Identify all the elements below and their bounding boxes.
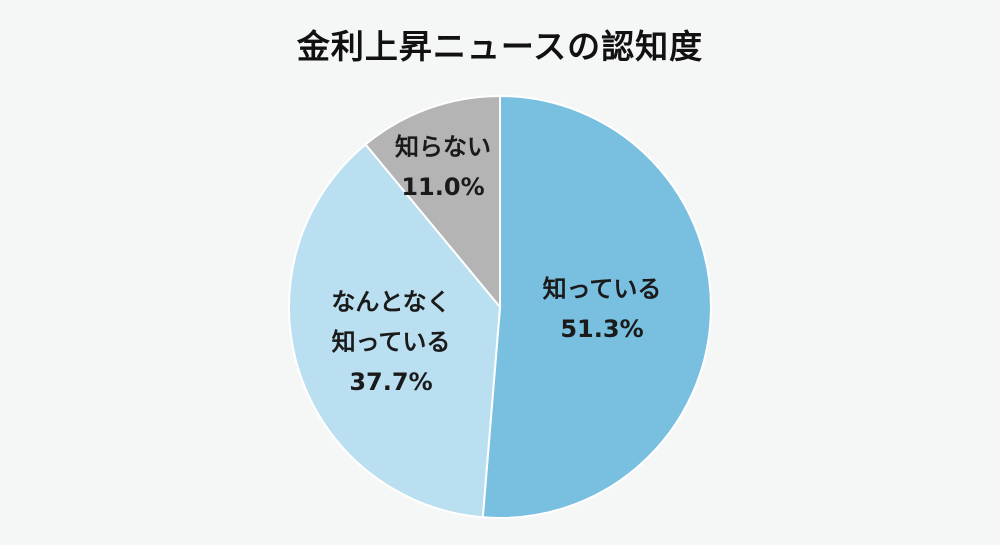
slice-somewhat-know-name-label: 知っている <box>332 328 451 356</box>
chart-title: 金利上昇ニュースの認知度 <box>296 27 704 66</box>
slice-somewhat-know-name-label: なんとなく <box>331 288 450 316</box>
slice-know <box>481 95 712 519</box>
slice-dont-know <box>364 95 501 308</box>
slice-know-value-label: 51.3% <box>560 315 643 343</box>
slice-somewhat-know-value-label: 37.7% <box>349 368 432 396</box>
pie-slices <box>288 95 712 519</box>
slice-know-name-label: 知っている <box>543 275 662 303</box>
slice-dont-know-value-label: 11.0% <box>401 173 484 201</box>
slice-somewhat-know <box>288 143 501 519</box>
slice-dont-know-name-label: 知らない <box>395 133 491 161</box>
